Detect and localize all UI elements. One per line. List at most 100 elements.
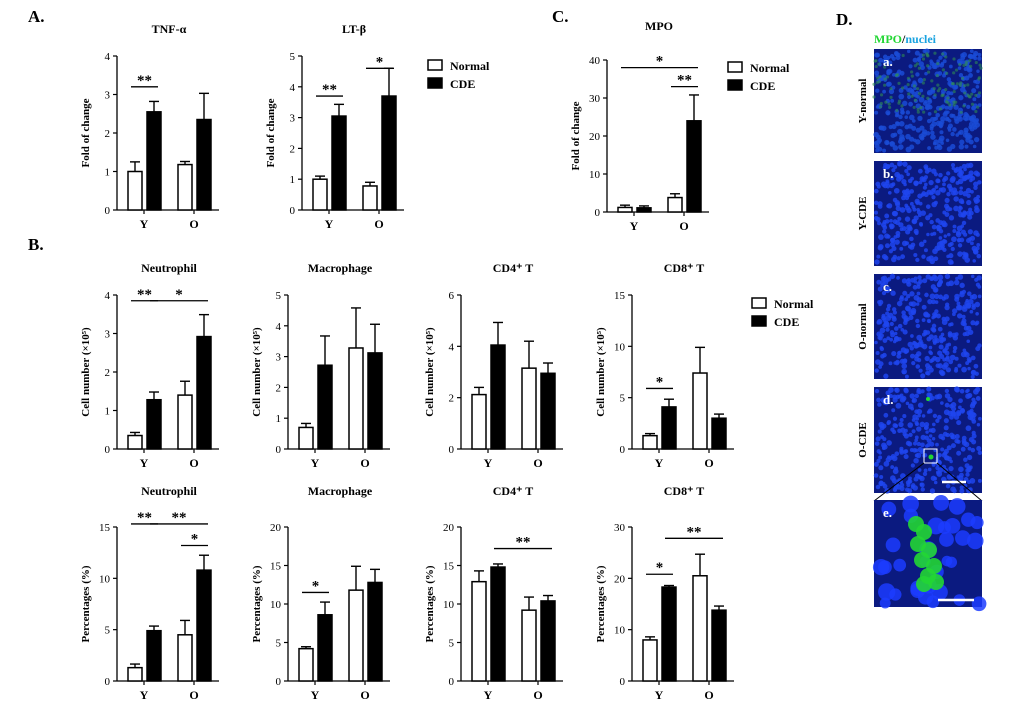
y-tick-label: 15: [270, 561, 282, 573]
y-axis-label: Fold of change: [265, 98, 277, 167]
nucleus: [977, 180, 982, 185]
nucleus: [928, 367, 934, 373]
nucleus: [960, 200, 965, 205]
nucleus: [878, 57, 884, 63]
nucleus: [923, 192, 929, 198]
nucleus: [881, 315, 887, 321]
nucleus: [931, 436, 936, 441]
panel-label-d: D.: [836, 10, 853, 29]
chart-title: Macrophage: [308, 261, 373, 275]
tissue-autofluorescence: [878, 105, 883, 109]
tissue-autofluorescence: [926, 54, 930, 58]
nucleus: [968, 207, 973, 212]
nucleus: [884, 139, 890, 146]
nucleus: [970, 447, 976, 453]
x-tick-label: Y: [140, 217, 149, 231]
y-tick-label: 4: [105, 290, 111, 302]
nucleus: [972, 259, 976, 263]
nucleus: [938, 172, 943, 178]
nucleus: [977, 294, 982, 299]
x-tick-label: O: [189, 456, 198, 470]
nucleus: [938, 121, 943, 126]
nucleus: [964, 144, 969, 149]
nucleus: [909, 144, 915, 150]
bar-y-normal: [642, 639, 658, 682]
nucleus: [919, 135, 925, 141]
nucleus: [949, 459, 953, 464]
nucleus: [878, 451, 882, 455]
nucleus: [975, 311, 979, 316]
nucleus: [931, 224, 937, 230]
nucleus: [897, 478, 903, 483]
nucleus: [919, 482, 924, 487]
y-tick-label: 30: [614, 522, 626, 534]
nucleus: [963, 66, 968, 72]
nucleus: [975, 232, 980, 237]
nucleus: [968, 298, 974, 305]
tissue-autofluorescence: [938, 107, 943, 111]
nucleus: [908, 64, 913, 69]
nucleus: [892, 416, 898, 421]
nucleus: [886, 71, 891, 76]
panel-label-a: A.: [28, 7, 45, 26]
tissue-autofluorescence: [932, 87, 936, 91]
nucleus: [947, 332, 953, 338]
nucleus: [910, 485, 915, 489]
x-tick-label: Y: [655, 688, 664, 702]
nucleus: [911, 429, 916, 434]
nucleus: [944, 197, 950, 203]
nucleus: [881, 291, 887, 296]
nucleus: [941, 555, 953, 567]
header-sep: /: [901, 32, 906, 46]
nucleus: [873, 473, 879, 478]
nucleus: [877, 300, 882, 305]
nucleus: [936, 179, 941, 184]
significance-label: **: [137, 510, 152, 526]
nucleus: [968, 170, 974, 176]
bar-o-normal: [692, 575, 708, 682]
nucleus: [876, 397, 881, 403]
nucleus: [965, 472, 970, 477]
nucleus: [875, 359, 881, 365]
nucleus: [931, 201, 938, 208]
nucleus: [930, 475, 937, 481]
nucleus: [878, 125, 883, 130]
chart-title: CD8⁺ T: [664, 261, 704, 275]
nucleus: [959, 291, 965, 298]
bar-o-cde: [686, 120, 702, 213]
significance-label: **: [172, 510, 187, 526]
nucleus: [876, 331, 882, 337]
tissue-autofluorescence: [948, 103, 952, 107]
nucleus: [977, 478, 982, 483]
nucleus: [960, 408, 965, 413]
nucleus: [931, 461, 936, 466]
nucleus: [974, 371, 979, 376]
nucleus: [965, 187, 972, 194]
nucleus: [953, 84, 959, 90]
nucleus: [899, 486, 905, 492]
nucleus: [877, 201, 883, 207]
y-tick-label: 15: [614, 290, 626, 302]
y-tick-label: 10: [589, 169, 601, 181]
nucleus: [951, 113, 956, 118]
tissue-autofluorescence: [936, 62, 940, 66]
tissue-autofluorescence: [968, 95, 972, 99]
nucleus: [924, 292, 929, 298]
tissue-autofluorescence: [919, 105, 923, 110]
y-tick-label: 1: [105, 167, 111, 179]
nucleus: [920, 373, 926, 379]
nucleus: [950, 443, 956, 449]
significance-label: *: [175, 287, 183, 303]
legend-cde-swatch: [427, 77, 443, 89]
tissue-autofluorescence: [885, 75, 890, 79]
nucleus: [910, 88, 914, 93]
nucleus: [920, 210, 927, 216]
y-tick-label: 1: [290, 174, 296, 186]
nucleus: [968, 73, 973, 78]
tissue-autofluorescence: [912, 84, 917, 88]
nucleus: [929, 293, 936, 300]
nucleus: [973, 196, 979, 203]
